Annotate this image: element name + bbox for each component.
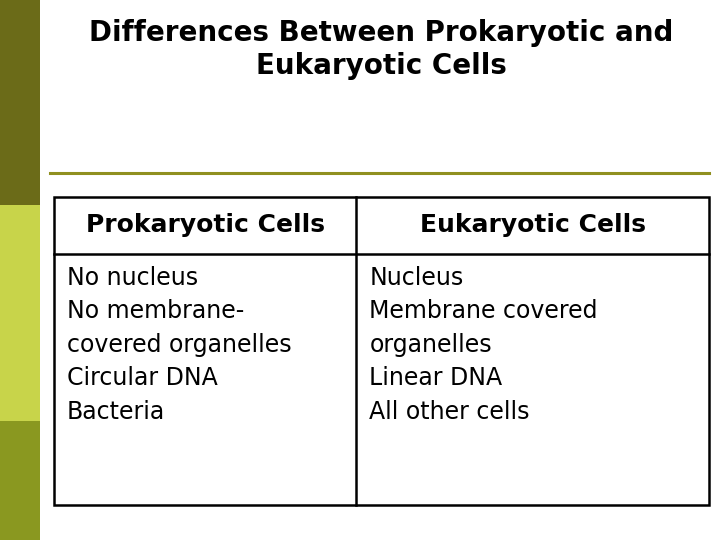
Text: organelles: organelles <box>369 333 492 356</box>
Text: Bacteria: Bacteria <box>67 400 165 423</box>
Text: No membrane-: No membrane- <box>67 299 244 323</box>
Text: Differences Between Prokaryotic and
Eukaryotic Cells: Differences Between Prokaryotic and Euka… <box>89 19 674 80</box>
Text: Membrane covered: Membrane covered <box>369 299 598 323</box>
Bar <box>54 197 709 505</box>
Text: No nucleus: No nucleus <box>67 266 198 289</box>
Text: All other cells: All other cells <box>369 400 530 423</box>
Text: covered organelles: covered organelles <box>67 333 292 356</box>
Bar <box>0 0 40 205</box>
Bar <box>0 205 40 421</box>
Text: Linear DNA: Linear DNA <box>369 366 503 390</box>
Text: Nucleus: Nucleus <box>369 266 464 289</box>
Text: Circular DNA: Circular DNA <box>67 366 217 390</box>
Text: Prokaryotic Cells: Prokaryotic Cells <box>86 213 325 238</box>
Text: Eukaryotic Cells: Eukaryotic Cells <box>420 213 646 238</box>
Bar <box>0 421 40 540</box>
